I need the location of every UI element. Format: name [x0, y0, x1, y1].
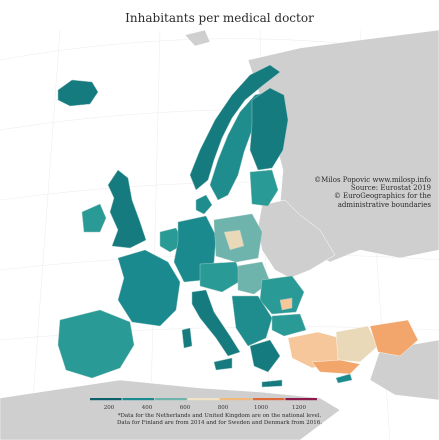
- sardinia-region: [181, 327, 193, 349]
- credit-line: Source: Eurostat 2019: [350, 184, 431, 193]
- cyprus-region: [335, 373, 353, 384]
- crete-region: [261, 379, 283, 388]
- balkans-region: [231, 295, 273, 347]
- ireland-region: [81, 203, 107, 233]
- legend-tick-label: 600: [179, 405, 191, 411]
- france-region: [117, 249, 181, 327]
- turkey-region-east: [369, 319, 419, 357]
- footnote-line: *Data for the Netherlands and United Kin…: [117, 413, 322, 419]
- sicily-region: [213, 357, 233, 371]
- footnote-line: Data for Finland are from 2014 and for S…: [116, 420, 322, 426]
- british-isles: [81, 169, 147, 249]
- norway-region: [189, 64, 281, 191]
- belarus-ukraine-region: [257, 199, 336, 279]
- italy-region: [191, 289, 241, 357]
- no-data-regions: [0, 29, 439, 440]
- legend-tick-label: 1200: [292, 405, 306, 411]
- finland-region: [249, 87, 289, 171]
- legend-tick-label: 200: [103, 405, 115, 411]
- credit-line: ©Milos Popovic www.milosp.info: [314, 176, 431, 184]
- north-africa-region: [0, 379, 341, 440]
- legend-tick-label: 400: [141, 405, 153, 411]
- bulgaria-region: [271, 313, 307, 337]
- scandinavia: [57, 64, 289, 215]
- denmark-region: [195, 194, 213, 215]
- credits-block: ©Milos Popovic www.milosp.info Source: E…: [314, 176, 431, 209]
- legend-tick-label: 800: [217, 405, 229, 411]
- great-britain-region: [107, 169, 147, 249]
- iberia-region: [57, 309, 135, 379]
- middle-east-region: [369, 339, 439, 401]
- credit-line: © EuroGeographics for the: [333, 192, 431, 201]
- legend-tick-label: 1000: [254, 405, 268, 411]
- czech-austria-region: [199, 261, 243, 293]
- romania-hotspot: [279, 297, 293, 311]
- iceland-region: [57, 79, 99, 107]
- greece-region: [249, 339, 281, 373]
- baltics-region: [249, 169, 279, 207]
- svalbard-region: [184, 29, 211, 47]
- poland-interior: [223, 229, 245, 251]
- turkey: [287, 319, 419, 375]
- credit-line: administrative boundaries: [337, 200, 431, 209]
- map-title: Inhabitants per medical doctor: [125, 11, 314, 25]
- turkey-region-central: [335, 325, 379, 363]
- footnote: *Data for the Netherlands and United Kin…: [0, 413, 439, 427]
- turkey-region-south: [311, 359, 361, 375]
- continental-europe: [57, 169, 353, 388]
